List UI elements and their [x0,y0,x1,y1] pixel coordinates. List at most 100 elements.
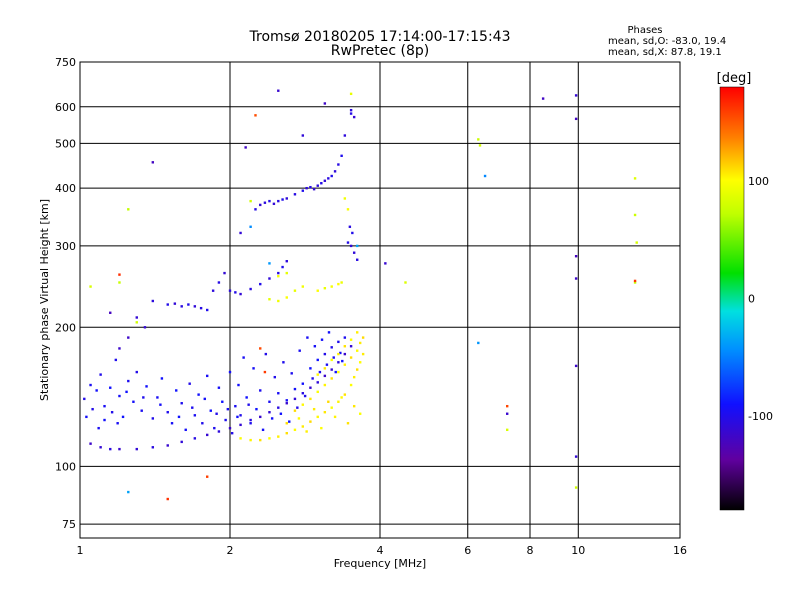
data-point [330,285,333,288]
data-point [343,352,347,356]
data-point [239,231,242,235]
data-point [341,359,344,363]
data-point [343,363,347,366]
data-point [109,447,112,451]
data-point [343,197,347,200]
data-point [255,407,258,411]
data-point [285,422,288,425]
data-point [316,390,319,394]
data-point [323,383,327,387]
data-point [277,392,280,395]
data-point [293,387,297,391]
data-point [293,193,297,196]
data-point [574,255,578,258]
data-point [352,251,356,254]
data-point [316,373,319,376]
data-point [477,341,480,345]
data-point [277,271,280,275]
data-point [505,412,509,415]
data-point [268,199,271,203]
data-point [103,404,106,408]
data-point [254,114,257,117]
data-point [142,396,145,399]
chart-title-line2: RwPretec (8p) [331,43,429,59]
data-point [574,364,578,368]
data-point [249,287,252,291]
data-point [305,430,308,433]
data-point [349,338,353,341]
data-point [268,262,271,265]
data-point [268,437,271,440]
data-point [228,289,232,292]
data-point [270,417,274,420]
data-point [224,418,227,422]
data-point [166,303,169,306]
data-point [574,117,578,121]
data-point [281,198,284,201]
data-point [332,356,335,359]
data-point [127,336,130,339]
data-point [193,305,197,308]
data-point [325,363,329,366]
data-point [259,415,262,419]
data-point [217,430,221,433]
data-point [320,182,323,185]
data-point [303,394,307,398]
data-point [268,400,271,403]
data-point [349,345,353,348]
data-point [249,199,252,203]
data-point [247,403,250,406]
data-point [309,367,312,370]
data-point [301,134,305,137]
colorbar-label: [deg] [717,71,752,86]
data-point [312,407,316,411]
data-point [361,352,365,356]
data-point [268,277,271,280]
data-point [103,418,106,422]
data-point [127,490,130,494]
data-point [355,258,359,261]
data-point [151,299,155,303]
x-axis-label: Frequency [MHz] [334,557,426,570]
data-point [285,197,288,200]
data-point [99,446,102,449]
data-point [281,265,284,269]
data-point [349,383,353,387]
stats-line-o: mean, sd,O: -83.0, 19.4 [608,36,726,47]
data-point [312,187,316,191]
data-point [355,244,359,248]
data-point [259,389,262,392]
data-point [330,406,333,409]
data-point [252,367,255,370]
data-point [249,422,252,425]
data-point [166,444,169,447]
data-point [311,377,314,380]
data-point [268,298,271,301]
data-point [349,244,353,248]
data-point [140,409,143,412]
data-point [89,442,92,445]
data-point [184,428,187,432]
data-point [234,404,237,408]
data-point [349,356,353,359]
data-point [483,174,487,178]
data-point [118,273,121,276]
data-point [290,372,293,375]
y-axis-label: Stationary phase Virtual Height [km] [38,199,51,401]
data-point [116,422,119,425]
data-point [203,397,206,401]
data-point [337,400,340,403]
data-point [91,407,94,411]
data-point [351,231,354,235]
data-point [337,370,340,374]
x-tick-label: 16 [673,544,687,557]
data-point [109,311,112,314]
data-point [215,412,218,415]
data-point [301,189,305,192]
data-point [330,358,333,362]
data-point [259,347,262,350]
data-point [309,420,312,423]
colorbar-tick-label: 100 [748,175,769,188]
data-point [205,433,209,437]
data-point [254,208,257,211]
